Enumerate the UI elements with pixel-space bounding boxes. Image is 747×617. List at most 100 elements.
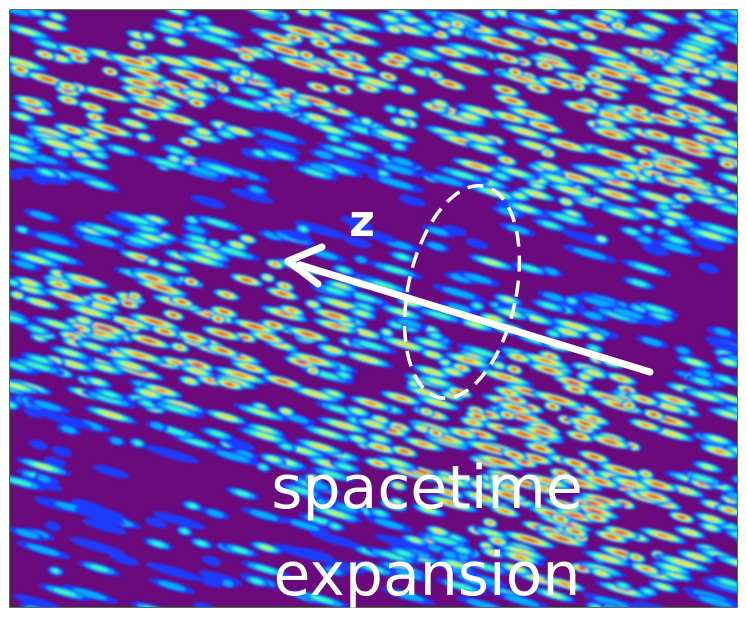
streak	[169, 147, 183, 154]
streak	[597, 498, 607, 502]
streak	[287, 414, 309, 423]
streak	[563, 200, 569, 204]
streak	[617, 531, 626, 534]
streak	[44, 456, 67, 468]
streak	[18, 114, 28, 119]
streak	[350, 143, 367, 150]
streak	[590, 455, 598, 459]
streak	[475, 432, 484, 436]
streak	[301, 10, 307, 14]
streak	[51, 446, 72, 457]
streak	[282, 284, 288, 288]
streak	[629, 75, 640, 79]
streak	[448, 394, 456, 398]
streak	[206, 379, 214, 382]
streak	[662, 418, 674, 422]
streak	[429, 379, 445, 385]
streak	[584, 34, 591, 37]
streak	[236, 450, 253, 458]
streak	[742, 45, 747, 51]
streak	[705, 138, 713, 142]
streak	[316, 499, 326, 506]
streak	[169, 23, 182, 28]
streak	[305, 169, 326, 177]
streak	[704, 116, 714, 120]
streak	[283, 410, 289, 413]
streak	[576, 85, 580, 88]
streak	[542, 222, 558, 228]
streak	[653, 14, 669, 20]
streak	[405, 300, 416, 305]
streak	[561, 143, 574, 148]
streak	[504, 159, 510, 162]
streak	[395, 396, 407, 400]
streak	[543, 293, 564, 301]
streak	[156, 286, 168, 290]
streak	[191, 369, 202, 374]
streak	[528, 143, 540, 148]
streak	[743, 119, 747, 125]
streak	[352, 293, 375, 301]
streak	[547, 10, 556, 13]
streak	[53, 14, 61, 19]
streak	[194, 363, 202, 367]
streak	[152, 511, 206, 530]
streak	[470, 348, 492, 356]
streak	[171, 360, 180, 364]
streak	[394, 144, 404, 149]
streak	[661, 404, 674, 409]
streak	[685, 530, 695, 535]
streak	[730, 474, 737, 485]
streak	[68, 335, 75, 338]
streak	[680, 196, 687, 200]
streak	[225, 62, 240, 68]
streak	[315, 371, 339, 380]
streak	[395, 10, 406, 15]
streak	[10, 152, 28, 161]
streak	[737, 377, 747, 389]
streak	[467, 322, 482, 328]
streak	[61, 426, 76, 434]
streak	[327, 165, 349, 173]
streak	[634, 305, 646, 311]
streak	[190, 236, 206, 243]
streak	[103, 412, 119, 418]
streak	[169, 265, 181, 270]
streak	[502, 88, 509, 92]
streak	[733, 476, 737, 483]
streak	[294, 221, 348, 239]
streak	[16, 60, 31, 66]
streak	[359, 356, 374, 362]
streak	[679, 488, 691, 493]
streak	[718, 147, 729, 152]
streak	[428, 227, 448, 236]
streak	[328, 391, 339, 396]
streak	[135, 255, 147, 260]
streak	[15, 529, 39, 539]
streak	[249, 186, 264, 194]
streak	[698, 263, 720, 274]
streak	[366, 401, 377, 406]
streak	[375, 436, 385, 441]
streak	[10, 10, 30, 16]
streak	[51, 358, 58, 362]
streak	[352, 126, 371, 134]
streak	[34, 463, 53, 470]
streak	[428, 328, 435, 332]
streak	[145, 59, 151, 62]
streak	[243, 278, 251, 282]
streak	[576, 435, 583, 438]
streak	[618, 583, 628, 588]
streak	[739, 117, 747, 127]
streak	[589, 346, 599, 351]
streak	[329, 324, 342, 329]
streak	[739, 450, 747, 456]
streak	[216, 451, 250, 462]
streak	[226, 382, 233, 386]
streak	[42, 130, 57, 135]
streak	[742, 347, 747, 353]
streak	[693, 475, 713, 482]
streak	[737, 344, 747, 357]
streak	[147, 101, 158, 105]
